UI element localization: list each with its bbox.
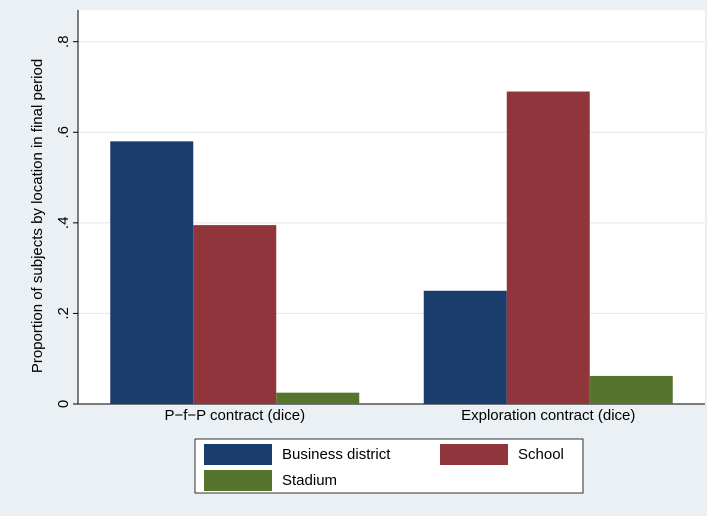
x-tick-label: Exploration contract (dice) [461,407,635,424]
legend-swatch [440,444,508,465]
x-tick-label: P−f−P contract (dice) [164,407,305,424]
legend-label: School [518,446,564,463]
bar [110,141,194,405]
y-tick-label: 0 [55,400,72,408]
legend-swatch [204,470,272,491]
y-tick-label: .6 [55,126,72,139]
bar [506,91,590,404]
bar [589,375,673,404]
legend-label: Business district [282,446,391,463]
bar [193,225,277,404]
y-tick-label: .8 [55,35,72,48]
y-tick-label: .4 [55,217,72,230]
legend-label: Stadium [282,472,337,489]
bar [276,392,360,404]
y-tick-label: .2 [55,307,72,320]
y-axis-title: Proportion of subjects by location in fi… [29,59,46,373]
bar [423,290,507,404]
legend-swatch [204,444,272,465]
